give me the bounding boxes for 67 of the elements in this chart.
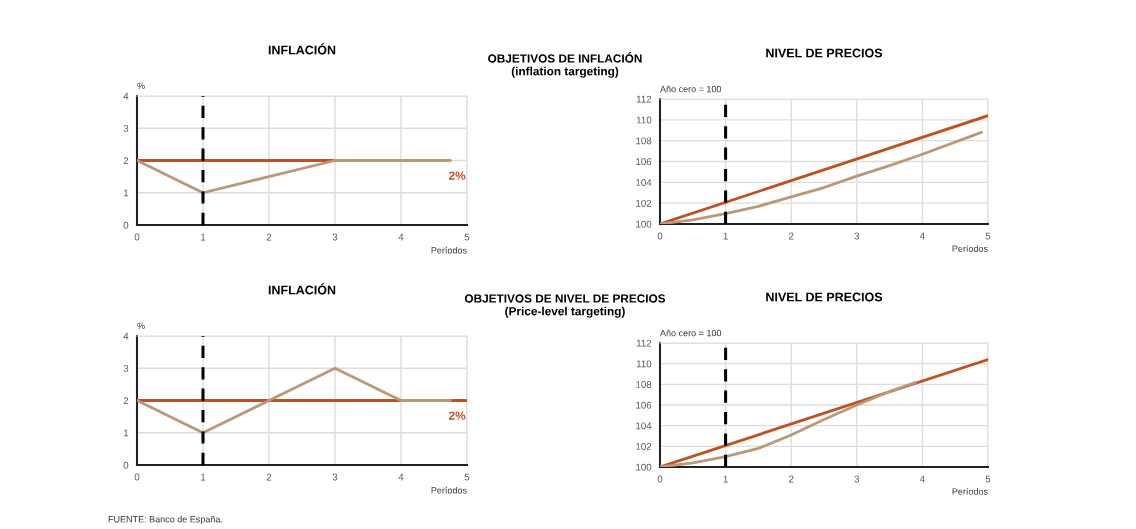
y-tick-label: 2 (123, 157, 129, 165)
x-tick-label: 3 (854, 232, 860, 240)
y-tick-label: 110 (636, 360, 652, 368)
x-tick-label: 1 (201, 233, 206, 241)
x-tick-label: 4 (919, 232, 925, 240)
y-tick-label: 100 (636, 463, 652, 471)
y-tick-label: 108 (636, 137, 652, 145)
x-tick-label: 0 (134, 233, 140, 241)
y-tick-label: 2 (123, 397, 129, 405)
x-tick-label: 1 (723, 232, 728, 240)
x-axis-title: Períodos (952, 487, 988, 495)
y-axis-title: % (137, 322, 145, 330)
x-tick-label: 4 (398, 233, 404, 241)
y-tick-label: 104 (636, 179, 652, 186)
x-tick-label: 1 (201, 473, 206, 481)
y-axis-title: % (137, 82, 145, 90)
x-axis-title: Períodos (431, 486, 467, 494)
x-tick-label: 5 (464, 473, 470, 481)
y-tick-label: 4 (123, 92, 129, 100)
text: OBJETIVOS DE NIVEL DE PRECIOS (Price-level targeting) (464, 294, 666, 318)
x-tick-label: 0 (657, 475, 663, 483)
y-tick-label: 112 (636, 339, 652, 347)
x-tick-label: 2 (266, 233, 272, 241)
source-note: FUENTE: Banco de España. (108, 515, 223, 525)
x-tick-label: 3 (332, 473, 338, 481)
y-tick-label: 0 (123, 461, 129, 469)
y-axis-title: Año cero = 100 (660, 85, 722, 93)
x-tick-label: 2 (788, 475, 794, 483)
y-tick-label: 1 (124, 429, 129, 437)
chart-title: INFLACIÓN (268, 43, 336, 55)
y-tick-label: 0 (123, 221, 129, 229)
chart-title: NIVEL DE PRECIOS (766, 48, 883, 58)
x-tick-label: 2 (788, 232, 794, 240)
y-tick-label: 3 (123, 124, 129, 132)
annotation: 2% (448, 411, 466, 420)
x-tick-label: 5 (985, 232, 991, 240)
x-tick-label: 4 (919, 475, 925, 483)
annotation: 2% (448, 171, 466, 180)
y-tick-label: 1 (124, 189, 129, 197)
x-axis-title: Períodos (952, 245, 988, 252)
x-tick-label: 5 (464, 233, 470, 241)
y-tick-label: 3 (123, 364, 129, 372)
x-tick-label: 1 (723, 475, 728, 483)
x-axis-title: Períodos (431, 246, 467, 254)
y-tick-label: 112 (636, 95, 652, 103)
y-axis-title: Año cero = 100 (660, 329, 722, 337)
y-tick-label: 110 (636, 116, 652, 124)
y-tick-label: 106 (636, 158, 652, 166)
text: OBJETIVOS DE INFLACIÓN (inflation targeting) (488, 52, 642, 78)
y-tick-label: 106 (636, 401, 652, 409)
y-tick-label: 100 (636, 220, 652, 228)
chart-title: NIVEL DE PRECIOS (766, 292, 883, 302)
x-tick-label: 2 (266, 473, 272, 481)
y-tick-label: 104 (636, 422, 652, 430)
line-series (660, 130, 983, 224)
y-tick-label: 102 (636, 443, 652, 450)
x-tick-label: 3 (332, 233, 338, 241)
x-tick-label: 4 (398, 473, 404, 481)
x-tick-label: 0 (134, 473, 140, 481)
y-tick-label: 4 (123, 332, 129, 340)
y-tick-label: 108 (636, 381, 652, 388)
line-series (660, 380, 918, 467)
y-tick-label: 102 (636, 199, 652, 207)
x-tick-label: 3 (854, 475, 860, 483)
x-tick-label: 0 (657, 232, 663, 240)
x-tick-label: 5 (985, 475, 991, 483)
chart-title: INFLACIÓN (268, 283, 336, 295)
